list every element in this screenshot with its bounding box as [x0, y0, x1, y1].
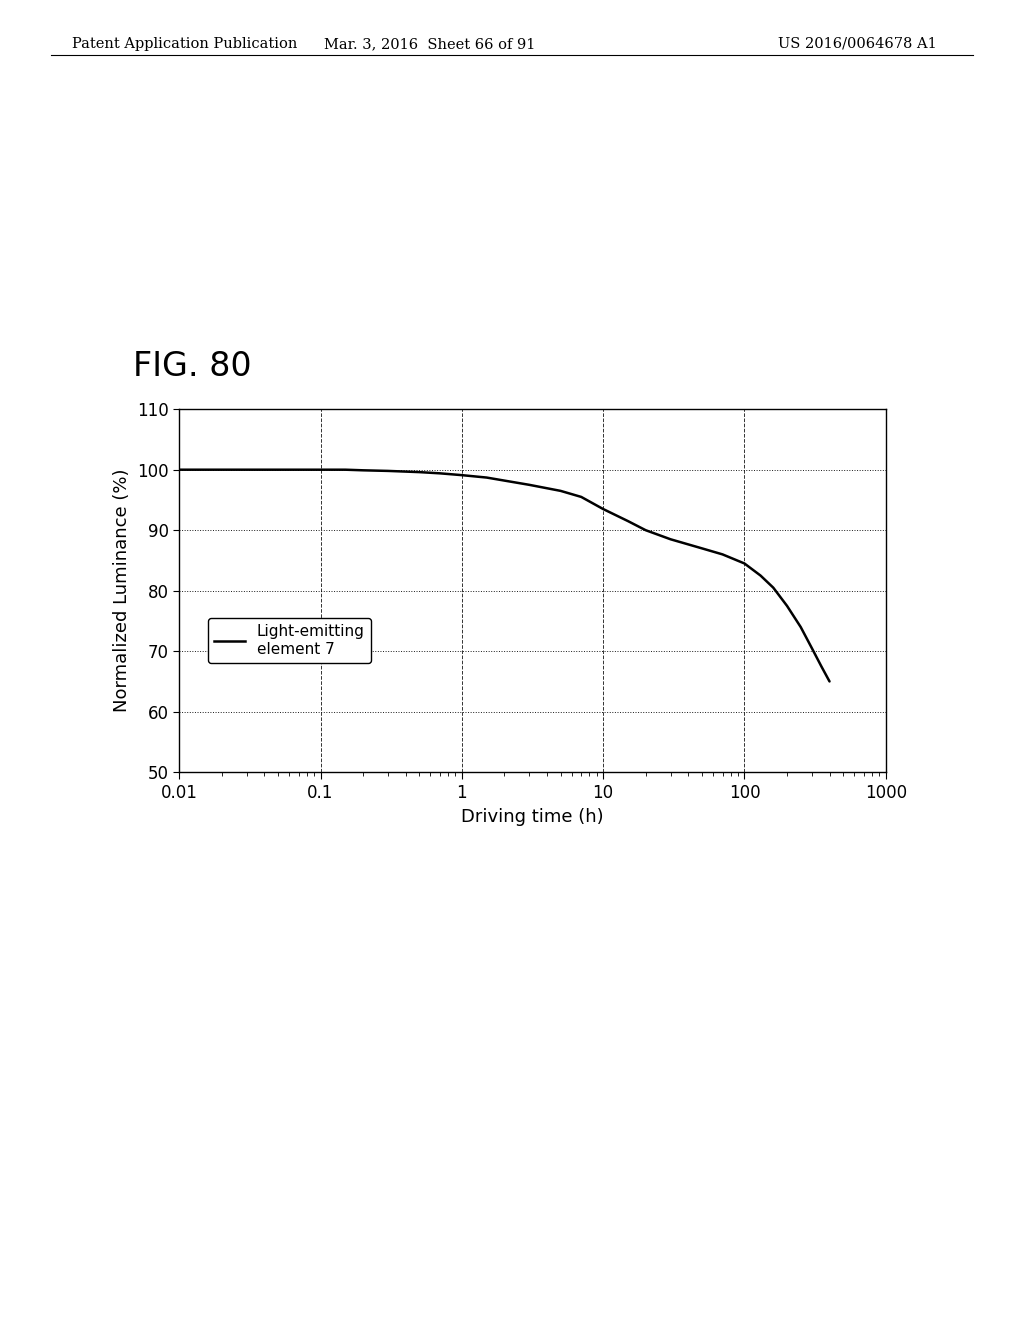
Y-axis label: Normalized Luminance (%): Normalized Luminance (%)	[114, 469, 131, 713]
Text: US 2016/0064678 A1: US 2016/0064678 A1	[778, 37, 937, 51]
Legend: Light-emitting
element 7: Light-emitting element 7	[208, 618, 371, 663]
Text: FIG. 80: FIG. 80	[133, 350, 252, 383]
Text: Patent Application Publication: Patent Application Publication	[72, 37, 297, 51]
X-axis label: Driving time (h): Driving time (h)	[461, 808, 604, 825]
Text: Mar. 3, 2016  Sheet 66 of 91: Mar. 3, 2016 Sheet 66 of 91	[325, 37, 536, 51]
